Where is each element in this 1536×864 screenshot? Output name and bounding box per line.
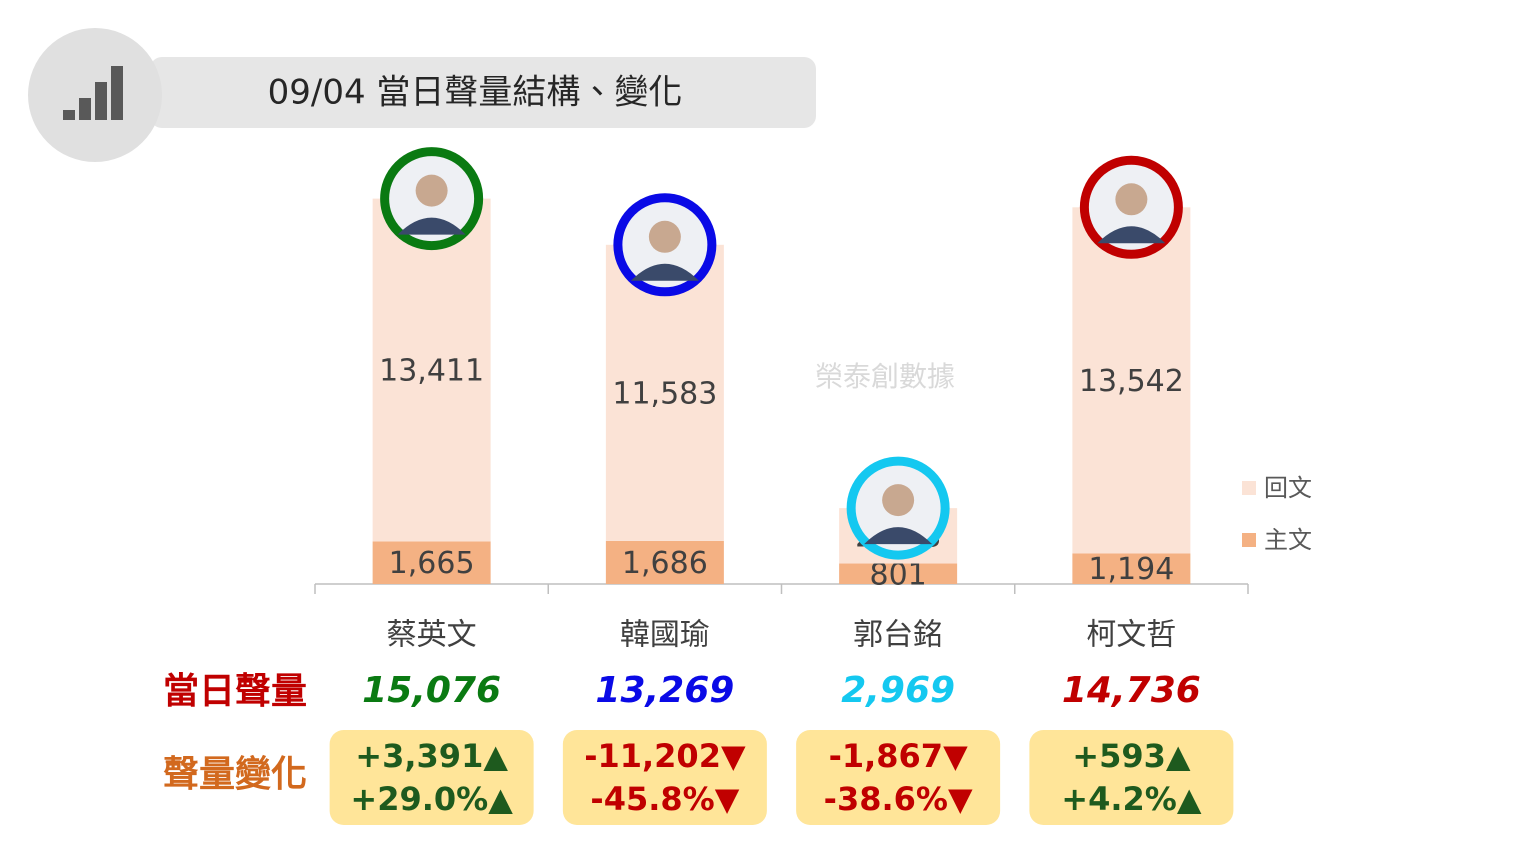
category-label: 蔡英文 [387,618,477,653]
change-count: -11,202▼ [584,737,746,775]
portrait-body [630,263,699,281]
change-box [796,730,1001,825]
change-row-label: 聲量變化 [163,754,307,795]
change-percent: +29.0%▲ [350,780,513,818]
value-label: 13,411 [379,354,484,389]
total-value: 2,969 [841,670,955,711]
change-box [1029,730,1234,825]
change-count: +3,391▲ [355,737,508,775]
change-percent: +4.2%▲ [1061,780,1202,818]
title-bar [150,57,816,128]
category-label: 柯文哲 [1086,618,1176,653]
page-title: 09/04 當日聲量結構、變化 [268,73,683,113]
portrait-head [882,484,915,517]
change-percent: -38.6%▼ [824,780,973,818]
category-label: 郭台銘 [853,618,943,653]
total-value: 15,076 [362,670,501,711]
portrait-head [415,174,448,207]
change-box [562,730,767,825]
change-count: -1,867▼ [829,737,969,775]
legend-swatch [1242,481,1256,495]
legend-label: 主文 [1264,526,1312,554]
portrait-head [648,220,681,253]
legend-swatch [1242,533,1256,547]
change-percent: -45.8%▼ [590,780,739,818]
bar-segment [839,563,958,584]
bar-segment [1072,553,1191,584]
bar-segment [1072,207,1191,554]
watermark: 榮泰創數據 [815,360,955,393]
total-value: 13,269 [595,670,734,711]
bar-segment [372,198,491,542]
signal-icon [63,66,123,120]
total-row-label: 當日聲量 [163,671,307,712]
value-label: 1,686 [622,546,708,581]
change-box [329,730,534,825]
change-count: +593▲ [1072,737,1191,775]
portrait-body [397,217,466,235]
value-label: 1,665 [389,546,475,581]
bar-segment [605,540,724,584]
value-label: 13,542 [1079,364,1184,399]
portrait-head [1115,183,1148,216]
bar-segment [372,541,491,584]
value-label: 11,583 [612,376,717,411]
portrait-body [864,527,933,545]
value-label: 1,194 [1088,552,1174,587]
legend-label: 回文 [1264,474,1312,502]
portrait-body [1097,226,1166,244]
category-label: 韓國瑜 [620,618,710,653]
total-value: 14,736 [1062,670,1201,711]
